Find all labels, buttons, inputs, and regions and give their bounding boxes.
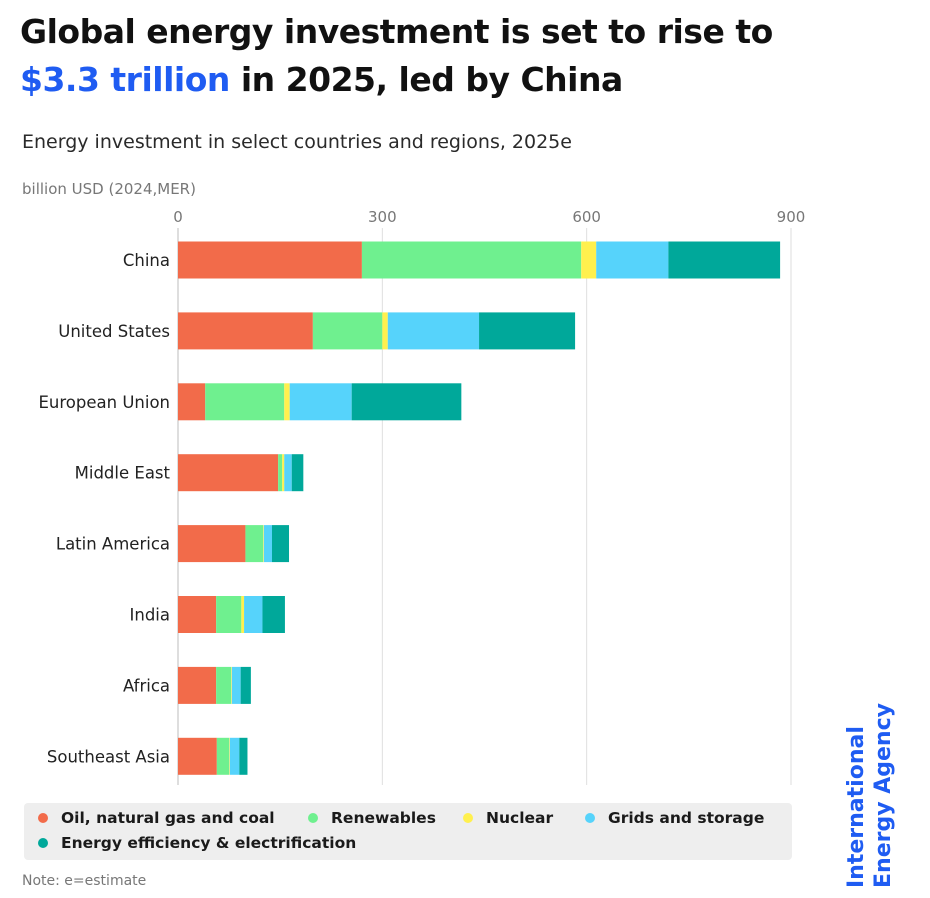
- title-highlight: $3.3 trillion: [20, 60, 230, 99]
- stacked-bar-chart: 0 300 600 900 China United States European Uni…: [38, 208, 805, 785]
- title-line1: Global energy investment is set to rise …: [20, 12, 773, 51]
- tick-label-900: 900: [777, 208, 806, 226]
- category-label-european-union: European Union: [38, 393, 170, 412]
- bar-middle-east-s0: [178, 454, 279, 492]
- bar-united-states-s4: [479, 312, 576, 350]
- bar-southeast-asia-s3: [229, 737, 240, 775]
- legend-label-efficiency: Energy efficiency & electrification: [61, 834, 357, 852]
- bar-european-union-s2: [284, 383, 290, 421]
- bars: [178, 241, 781, 775]
- brand-line1: International: [844, 726, 869, 888]
- legend-label-nuclear: Nuclear: [486, 809, 554, 827]
- bar-africa-s1: [216, 666, 232, 704]
- category-label-latin-america: Latin America: [56, 535, 170, 554]
- bar-southeast-asia-s4: [239, 737, 248, 775]
- bar-united-states-s0: [178, 312, 313, 350]
- category-label-middle-east: Middle East: [75, 464, 171, 483]
- bar-africa-s2: [231, 666, 232, 704]
- bar-india-s3: [244, 596, 263, 633]
- bar-european-union-s3: [289, 383, 352, 421]
- legend-dot-efficiency: [38, 838, 48, 848]
- bar-european-union-s4: [351, 383, 462, 421]
- bar-india-s0: [178, 596, 217, 633]
- brand-line2: Energy Agency: [871, 703, 896, 888]
- bar-india-s4: [262, 596, 285, 633]
- bar-middle-east-s2: [282, 454, 285, 492]
- category-label-india: India: [130, 606, 171, 625]
- legend-dot-renewables: [308, 813, 318, 823]
- category-label-southeast-asia: Southeast Asia: [47, 747, 170, 766]
- bar-southeast-asia-s1: [216, 737, 230, 775]
- bar-china-s1: [361, 241, 582, 279]
- iea-logo: International Energy Agency: [843, 703, 897, 888]
- footnote: Note: e=estimate: [22, 873, 147, 889]
- bar-africa-s3: [231, 666, 241, 704]
- tick-label-300: 300: [368, 208, 397, 226]
- unit-label: billion USD (2024,MER): [22, 180, 196, 198]
- bar-southeast-asia-s2: [229, 737, 230, 775]
- legend-item-renewables: Renewables: [308, 809, 436, 827]
- bar-united-states-s1: [312, 312, 383, 350]
- bar-latin-america-s2: [263, 525, 264, 563]
- category-label-africa: Africa: [123, 676, 170, 695]
- legend: Oil, natural gas and coal Renewables Nuc…: [24, 803, 792, 860]
- legend-item-grids: Grids and storage: [585, 809, 764, 827]
- bar-middle-east-s1: [278, 454, 283, 492]
- bar-latin-america-s0: [178, 525, 246, 563]
- bar-latin-america-s4: [271, 525, 290, 563]
- legend-item-nuclear: Nuclear: [463, 809, 553, 827]
- bar-china-s0: [178, 241, 362, 279]
- legend-item-fossil: Oil, natural gas and coal: [38, 809, 275, 827]
- bar-africa-s0: [178, 666, 217, 704]
- bar-china-s3: [596, 241, 669, 279]
- bar-china-s4: [668, 241, 781, 279]
- chart-subtitle: Energy investment in select countries an…: [22, 131, 572, 153]
- bar-india-s1: [216, 596, 242, 633]
- grid-lines: [177, 228, 792, 785]
- category-label-china: China: [123, 251, 170, 270]
- bar-china-s2: [581, 241, 597, 279]
- bar-european-union-s1: [205, 383, 285, 421]
- legend-dot-fossil: [38, 813, 48, 823]
- bar-africa-s4: [240, 666, 251, 704]
- bar-middle-east-s4: [291, 454, 304, 492]
- chart-title: Global energy investment is set to rise …: [20, 8, 840, 104]
- legend-dot-grids: [585, 813, 595, 823]
- bar-latin-america-s3: [263, 525, 272, 563]
- title-rest: in 2025, led by China: [229, 60, 623, 99]
- bar-united-states-s3: [387, 312, 480, 350]
- bar-southeast-asia-s0: [178, 737, 217, 775]
- bar-european-union-s0: [178, 383, 206, 421]
- bar-middle-east-s3: [284, 454, 292, 492]
- category-label-united-states: United States: [58, 322, 170, 341]
- legend-item-efficiency: Energy efficiency & electrification: [38, 834, 356, 852]
- tick-label-600: 600: [572, 208, 601, 226]
- legend-label-grids: Grids and storage: [608, 809, 765, 827]
- legend-label-renewables: Renewables: [331, 809, 436, 827]
- tick-label-0: 0: [173, 208, 183, 226]
- bar-latin-america-s1: [245, 525, 264, 563]
- bar-united-states-s2: [382, 312, 388, 350]
- bar-india-s2: [241, 596, 245, 633]
- legend-dot-nuclear: [463, 813, 473, 823]
- axis-labels: 0 300 600 900 China United States European Uni…: [38, 208, 805, 766]
- legend-label-fossil: Oil, natural gas and coal: [61, 809, 275, 827]
